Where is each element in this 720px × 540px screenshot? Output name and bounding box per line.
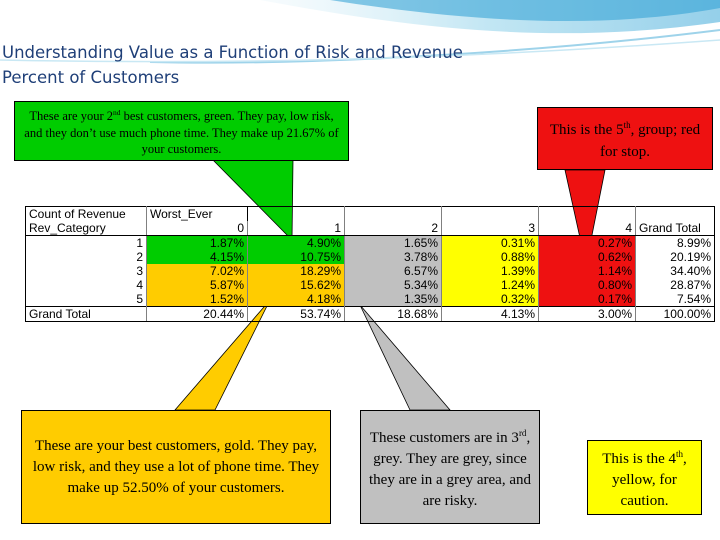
cell: 10.75% <box>247 250 345 264</box>
table-row: 1 1.87% 4.90% 1.65% 0.31% 0.27% 8.99% <box>25 235 715 250</box>
cell: 6.57% <box>344 264 442 278</box>
table-row: 4 5.87% 15.62% 5.34% 1.24% 0.80% 28.87% <box>25 278 715 292</box>
grey-callout-sup: rd <box>518 427 527 438</box>
cell: 1.35% <box>344 292 442 307</box>
green-callout-text: These are your 2 <box>29 109 113 124</box>
cell: 3.78% <box>344 250 442 264</box>
cell: 15.62% <box>247 278 345 292</box>
cell: 4.90% <box>247 235 345 250</box>
column-header: 2 <box>344 221 442 236</box>
row-total: 28.87% <box>635 278 715 292</box>
grand-total-label: Grand Total <box>25 306 147 322</box>
yellow-callout-text: This is the 4 <box>602 450 676 467</box>
grand-total-cell: 3.00% <box>538 306 636 322</box>
cell: 1.39% <box>441 264 539 278</box>
grey-callout: These customers are in 3rd, grey. They a… <box>360 410 540 524</box>
cell: 7.02% <box>146 264 248 278</box>
cell: 0.27% <box>538 235 636 250</box>
grand-total-value: 100.00% <box>635 306 715 322</box>
grey-callout-text: These customers are in 3 <box>369 429 519 446</box>
table-row: 3 7.02% 18.29% 6.57% 1.39% 1.14% 34.40% <box>25 264 715 278</box>
row-total: 34.40% <box>635 264 715 278</box>
red-callout-text: This is the 5 <box>549 122 624 138</box>
cell: 0.62% <box>538 250 636 264</box>
column-header-row: Rev_Category 0 1 2 3 4 Grand Total <box>25 221 715 236</box>
table-header-row: Count of Revenue Worst_Ever <box>25 206 715 221</box>
row-total: 8.99% <box>635 235 715 250</box>
row-label: 3 <box>25 264 147 278</box>
corner-label: Count of Revenue <box>25 206 147 221</box>
title-line-1: Understanding Value as a Function of Ris… <box>2 43 463 62</box>
row-label: 1 <box>25 235 147 250</box>
grand-total-cell: 18.68% <box>344 306 442 322</box>
row-label: 4 <box>25 278 147 292</box>
column-field-label[interactable]: Worst_Ever <box>146 206 248 221</box>
red-callout: This is the 5th, group; red for stop. <box>537 107 713 170</box>
cell: 5.87% <box>146 278 248 292</box>
column-header: 1 <box>247 221 345 236</box>
cell: 1.52% <box>146 292 248 307</box>
gold-callout-text: These are your best customers, gold. The… <box>32 437 320 496</box>
pivot-table: Count of Revenue Worst_Ever Rev_Category… <box>25 206 715 322</box>
red-callout-text-rest: , group; red for stop. <box>600 122 701 160</box>
cell: 1.24% <box>441 278 539 292</box>
green-callout: These are your 2nd best customers, green… <box>14 101 349 161</box>
grand-total-cell: 4.13% <box>441 306 539 322</box>
yellow-callout-text-rest: , yellow, for caution. <box>612 450 687 509</box>
grand-total-header: Grand Total <box>635 221 715 236</box>
slide-title: Understanding Value as a Function of Ris… <box>2 40 463 90</box>
cell: 0.88% <box>441 250 539 264</box>
red-callout-sup: th <box>623 120 631 130</box>
cell: 4.18% <box>247 292 345 307</box>
row-total: 7.54% <box>635 292 715 307</box>
title-line-2: Percent of Customers <box>2 68 180 87</box>
cell: 0.17% <box>538 292 636 307</box>
cell: 0.80% <box>538 278 636 292</box>
grand-total-cell: 20.44% <box>146 306 248 322</box>
cell: 0.31% <box>441 235 539 250</box>
yellow-callout-sup: th <box>675 448 683 459</box>
row-label: 2 <box>25 250 147 264</box>
cell: 1.14% <box>538 264 636 278</box>
grand-total-cell: 53.74% <box>247 306 345 322</box>
table-row: 2 4.15% 10.75% 3.78% 0.88% 0.62% 20.19% <box>25 250 715 264</box>
cell: 4.15% <box>146 250 248 264</box>
grey-callout-text-rest: , grey. They are grey, since they are in… <box>369 429 531 509</box>
row-field-label[interactable]: Rev_Category <box>25 221 147 236</box>
cell: 5.34% <box>344 278 442 292</box>
row-total: 20.19% <box>635 250 715 264</box>
green-callout-text-rest: best customers, green. They pay, low ris… <box>24 109 339 156</box>
header-swoosh-graphic <box>0 0 720 64</box>
yellow-callout: This is the 4th, yellow, for caution. <box>587 440 702 515</box>
cell: 18.29% <box>247 264 345 278</box>
table-row: 5 1.52% 4.18% 1.35% 0.32% 0.17% 7.54% <box>25 292 715 307</box>
gold-callout: These are your best customers, gold. The… <box>21 410 331 524</box>
green-callout-sup: nd <box>113 108 121 118</box>
cell: 0.32% <box>441 292 539 307</box>
grand-total-row: Grand Total 20.44% 53.74% 18.68% 4.13% 3… <box>25 306 715 322</box>
row-label: 5 <box>25 292 147 307</box>
column-header: 3 <box>441 221 539 236</box>
column-header: 0 <box>146 221 248 236</box>
column-header: 4 <box>538 221 636 236</box>
cell: 1.87% <box>146 235 248 250</box>
cell: 1.65% <box>344 235 442 250</box>
